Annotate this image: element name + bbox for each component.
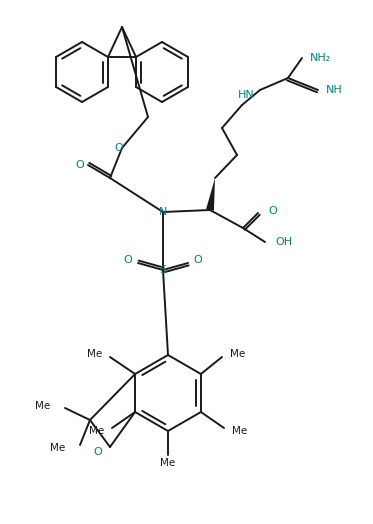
Text: O: O bbox=[94, 447, 102, 457]
Text: Me: Me bbox=[160, 458, 176, 468]
Text: NH: NH bbox=[326, 85, 343, 95]
Text: O: O bbox=[268, 206, 277, 216]
Text: O: O bbox=[76, 160, 84, 170]
Polygon shape bbox=[206, 178, 215, 211]
Text: Me: Me bbox=[35, 401, 50, 411]
Text: Me: Me bbox=[232, 426, 247, 436]
Text: Me: Me bbox=[89, 426, 104, 436]
Text: O: O bbox=[115, 143, 123, 153]
Text: O: O bbox=[123, 255, 132, 265]
Text: HN: HN bbox=[238, 90, 255, 100]
Text: Me: Me bbox=[50, 443, 65, 453]
Text: NH₂: NH₂ bbox=[310, 53, 331, 63]
Text: N: N bbox=[159, 207, 167, 217]
Text: OH: OH bbox=[275, 237, 292, 247]
Text: Me: Me bbox=[87, 349, 102, 359]
Text: S: S bbox=[159, 265, 167, 275]
Text: O: O bbox=[194, 255, 203, 265]
Text: Me: Me bbox=[230, 349, 245, 359]
